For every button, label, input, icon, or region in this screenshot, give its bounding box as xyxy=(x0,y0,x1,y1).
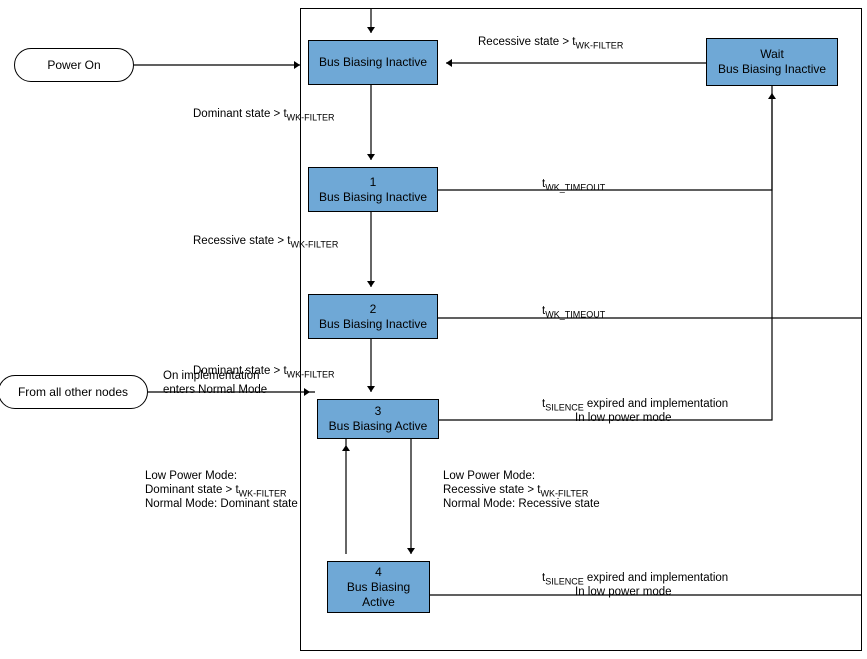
state-3-line2: Bus Biasing Active xyxy=(329,419,428,434)
label-timeout1: tWK_TIMEOUT xyxy=(542,178,605,193)
state-1-line2: Bus Biasing Inactive xyxy=(319,190,427,205)
label-timeout2: tWK_TIMEOUT xyxy=(542,305,605,320)
state-4: 4 Bus Biasing Active xyxy=(327,561,430,613)
label-sil3a: tSILENCE expired and implementation xyxy=(542,398,728,413)
label-impl2: enters Normal Mode xyxy=(163,384,267,398)
state-wait-line2: Bus Biasing Inactive xyxy=(718,62,826,77)
label-lpm-l2: Dominant state > tWK-FILTER xyxy=(145,484,287,499)
label-sil3b: In low power mode xyxy=(575,412,672,426)
label-lpm-l1: Low Power Mode: xyxy=(145,470,237,484)
label-dom1: Dominant state > tWK-FILTER xyxy=(193,108,335,123)
state-1-line1: 1 xyxy=(370,175,377,190)
diagram-canvas: Power On From all other nodes Bus Biasin… xyxy=(0,0,867,659)
label-lpm-r2: Recessive state > tWK-FILTER xyxy=(443,484,588,499)
state-2: 2 Bus Biasing Inactive xyxy=(308,294,438,339)
state-4-line1: 4 xyxy=(375,565,382,580)
from-all-oval: From all other nodes xyxy=(0,375,148,409)
state-4-line2: Bus Biasing xyxy=(347,580,410,595)
state-4-line3: Active xyxy=(362,595,395,610)
label-rec2: Recessive state > tWK-FILTER xyxy=(193,235,338,250)
label-sil4a: tSILENCE expired and implementation xyxy=(542,572,728,587)
label-lpm-r1: Low Power Mode: xyxy=(443,470,535,484)
state-1: 1 Bus Biasing Inactive xyxy=(308,167,438,212)
state-3: 3 Bus Biasing Active xyxy=(317,399,439,439)
state-3-line1: 3 xyxy=(375,404,382,419)
state-0-line2: Bus Biasing Inactive xyxy=(319,55,427,70)
label-impl1: On implementation xyxy=(163,370,260,384)
power-on-label: Power On xyxy=(47,58,100,72)
state-wait-line1: Wait xyxy=(760,47,784,62)
state-2-line2: Bus Biasing Inactive xyxy=(319,317,427,332)
from-all-label: From all other nodes xyxy=(18,385,128,399)
label-rec-top: Recessive state > tWK-FILTER xyxy=(478,36,623,51)
label-lpm-l3: Normal Mode: Dominant state xyxy=(145,498,298,512)
label-lpm-r3: Normal Mode: Recessive state xyxy=(443,498,600,512)
state-0: Bus Biasing Inactive xyxy=(308,40,438,85)
state-wait: Wait Bus Biasing Inactive xyxy=(706,38,838,86)
state-2-line1: 2 xyxy=(370,302,377,317)
label-sil4b: In low power mode xyxy=(575,586,672,600)
power-on-oval: Power On xyxy=(14,48,134,82)
